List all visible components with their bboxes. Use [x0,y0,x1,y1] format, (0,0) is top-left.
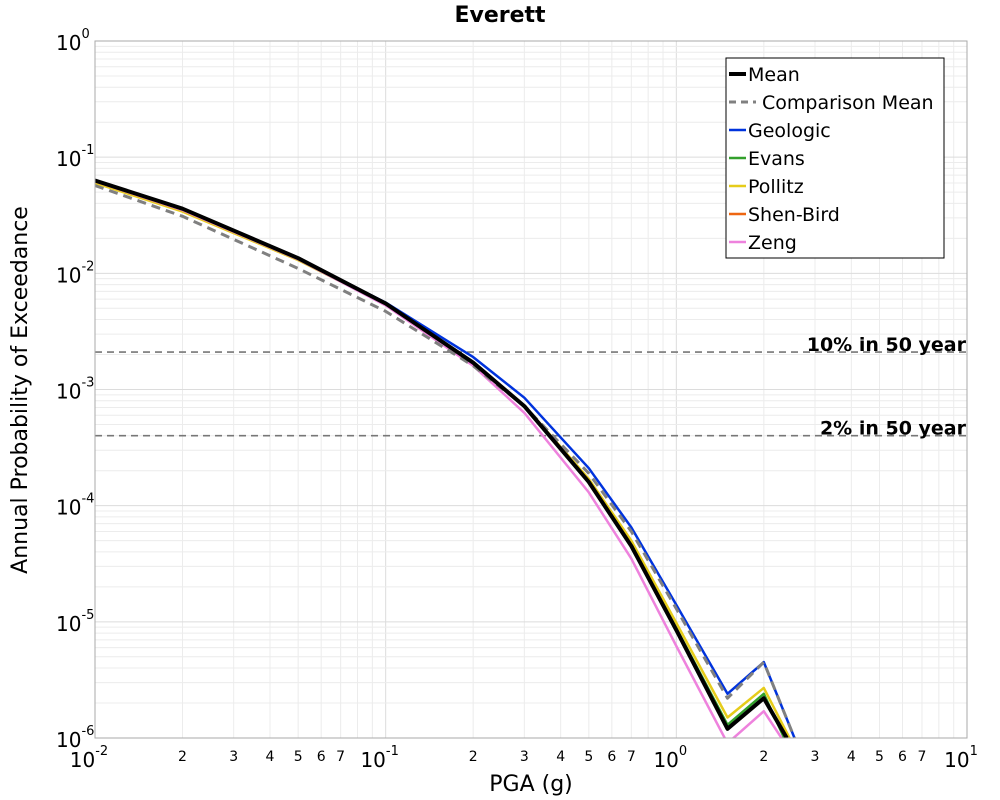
x-minor-tick-label: 3 [229,749,238,765]
x-minor-tick-label: 5 [294,749,303,765]
grid [94,41,967,739]
y-tick-base: 10 [56,380,81,404]
x-minor-tick-label: 6 [607,749,616,765]
x-tick-exponent: -2 [95,744,108,759]
y-tick-base: 10 [56,263,81,287]
x-tick-base: 10 [70,748,95,772]
x-minor-tick-label: 5 [584,749,593,765]
x-axis-label: PGA (g) [489,772,573,797]
legend-label: Shen-Bird [748,204,840,226]
x-tick-base: 10 [944,748,969,772]
x-major-tick-label: 100 [653,744,687,772]
x-minor-tick-label: 2 [759,749,768,765]
legend-label: Pollitz [748,176,804,198]
y-tick-base: 10 [56,612,81,636]
reference-line-labels: 10% in 50 year 2% in 50 year [807,334,967,440]
legend-label: Zeng [748,232,797,254]
plot-area-frame [94,40,968,739]
legend-label: Geologic [748,120,831,142]
y-major-tick-label: 10-3 [56,376,94,404]
y-tick-exponent: -5 [81,608,94,623]
y-tick-base: 10 [56,31,81,55]
y-major-tick-label: 100 [56,27,90,55]
x-minor-tick-label: 4 [556,749,565,765]
x-major-tick-label: 101 [944,744,978,772]
x-tick-exponent: 0 [679,744,687,759]
y-tick-base: 10 [56,496,81,520]
reference-line-label: 2% in 50 year [820,418,967,440]
x-minor-tick-label: 2 [469,749,478,765]
x-minor-tick-label: 3 [520,749,529,765]
x-minor-tick-label: 6 [898,749,907,765]
x-major-tick-label: 10-1 [360,744,398,772]
x-minor-tick-label: 2 [178,749,187,765]
x-tick-base: 10 [653,748,678,772]
y-major-tick-label: 10-5 [56,608,94,636]
x-tick-exponent: 1 [970,744,978,759]
y-tick-exponent: 0 [81,27,89,42]
y-major-tick-label: 10-1 [56,143,94,171]
y-tick-exponent: -3 [81,376,94,391]
y-major-tick-label: 10-6 [56,724,94,752]
y-tick-base: 10 [56,728,81,752]
y-tick-base: 10 [56,147,81,171]
x-minor-tick-label: 7 [336,749,345,765]
series-line-comparison-mean [95,184,796,738]
chart-title: Everett [454,3,546,28]
series-line-mean [95,178,789,738]
x-minor-tick-label: 5 [875,749,884,765]
x-minor-tick-label: 4 [266,749,275,765]
legend-label: Mean [748,64,800,86]
y-tick-exponent: -4 [81,492,94,507]
x-major-tick-label: 10-2 [70,744,108,772]
y-axis-label: Annual Probability of Exceedance [8,206,33,574]
legend: Mean Comparison Mean Geologic Evans Pollitz S… [725,57,945,259]
x-minor-tick-label: 7 [918,749,927,765]
y-tick-exponent: -6 [81,724,94,739]
x-tick-base: 10 [360,748,385,772]
x-minor-tick-label: 4 [847,749,856,765]
reference-lines [95,351,967,437]
y-tick-exponent: -2 [81,259,94,274]
x-minor-tick-label: 3 [811,749,820,765]
legend-label: Comparison Mean [762,92,934,114]
x-minor-tick-label: 7 [627,749,636,765]
y-major-tick-label: 10-4 [56,492,94,520]
legend-box [725,57,945,259]
y-tick-exponent: -1 [81,143,94,158]
legend-label: Evans [748,148,805,170]
y-major-tick-label: 10-2 [56,259,94,287]
x-tick-exponent: -1 [386,744,399,759]
reference-line-label: 10% in 50 year [807,334,967,356]
x-minor-tick-label: 6 [317,749,326,765]
